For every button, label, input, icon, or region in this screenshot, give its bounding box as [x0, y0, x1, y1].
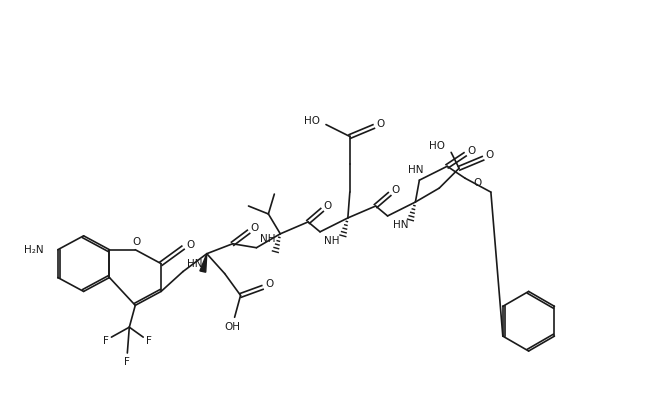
Text: O: O — [467, 146, 475, 156]
Text: F: F — [124, 357, 130, 367]
Text: H₂N: H₂N — [24, 245, 44, 255]
Text: NH: NH — [260, 234, 276, 244]
Text: O: O — [324, 201, 332, 211]
Text: HN: HN — [187, 259, 202, 269]
Text: HO: HO — [304, 116, 320, 126]
Text: OH: OH — [225, 322, 240, 332]
Text: O: O — [376, 119, 385, 129]
Text: NH: NH — [324, 236, 340, 246]
Text: HO: HO — [429, 142, 445, 151]
Text: O: O — [391, 185, 400, 195]
Text: F: F — [146, 336, 152, 346]
Text: HN: HN — [393, 220, 408, 230]
Text: O: O — [473, 178, 481, 188]
Text: O: O — [132, 237, 141, 247]
Text: O: O — [250, 223, 259, 233]
Text: O: O — [187, 240, 195, 250]
Text: O: O — [265, 279, 273, 290]
Text: O: O — [486, 150, 494, 160]
Text: HN: HN — [408, 165, 423, 175]
Polygon shape — [200, 254, 207, 272]
Text: F: F — [102, 336, 108, 346]
